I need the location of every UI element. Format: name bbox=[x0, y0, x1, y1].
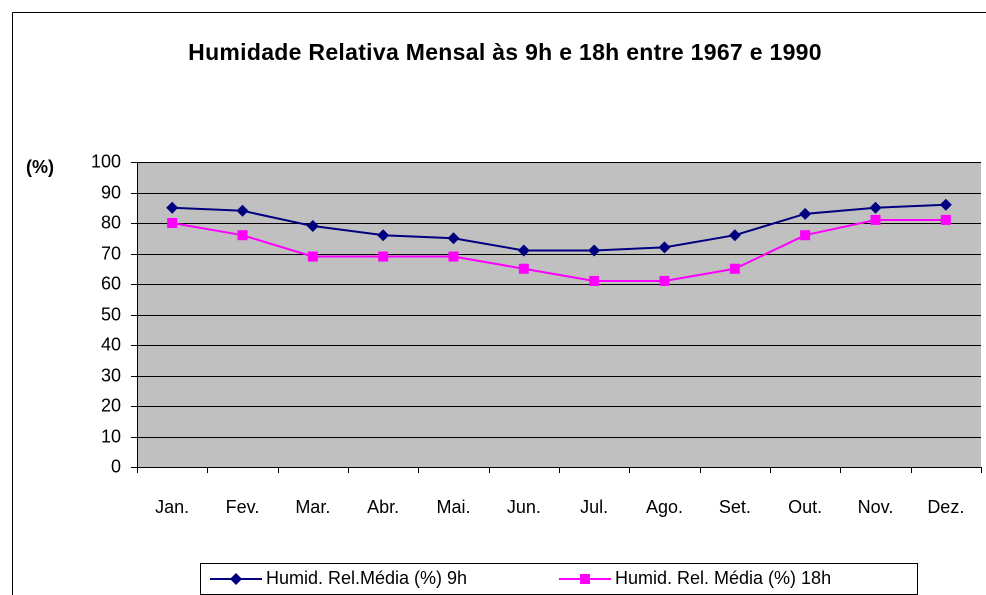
y-tick-label: 10 bbox=[101, 426, 121, 446]
marker bbox=[939, 198, 952, 211]
x-tick-label: Mar. bbox=[295, 497, 330, 517]
x-tick-label: Set. bbox=[719, 497, 751, 517]
y-tick-label: 70 bbox=[101, 243, 121, 263]
y-tick-label: 40 bbox=[101, 334, 121, 354]
y-tick-label: 20 bbox=[101, 395, 121, 415]
y-tick-label: 50 bbox=[101, 304, 121, 324]
marker bbox=[306, 220, 319, 233]
marker bbox=[167, 218, 178, 228]
marker bbox=[658, 241, 671, 254]
marker bbox=[237, 230, 248, 241]
y-tick-label: 30 bbox=[101, 365, 121, 385]
chart-title: Humidade Relativa Mensal às 9h e 18h ent… bbox=[188, 39, 822, 65]
marker bbox=[589, 275, 600, 286]
y-axis-label: (%) bbox=[26, 157, 54, 177]
x-tick-label: Abr. bbox=[367, 497, 399, 517]
marker bbox=[447, 232, 460, 245]
marker bbox=[377, 229, 390, 242]
marker bbox=[588, 244, 601, 257]
marker bbox=[659, 275, 670, 286]
y-tick-label: 60 bbox=[101, 273, 121, 293]
marker bbox=[378, 251, 389, 262]
legend-label: Humid. Rel.Média (%) 9h bbox=[266, 568, 467, 588]
x-tick-label: Dez. bbox=[927, 497, 964, 517]
marker bbox=[580, 574, 590, 584]
legend-label: Humid. Rel. Média (%) 18h bbox=[615, 568, 831, 588]
x-tick-label: Fev. bbox=[226, 497, 260, 517]
x-tick-label: Mai. bbox=[436, 497, 470, 517]
y-tick-label: 90 bbox=[101, 182, 121, 202]
marker bbox=[517, 244, 530, 257]
marker bbox=[307, 251, 318, 262]
marker bbox=[800, 230, 811, 241]
x-tick-label: Jul. bbox=[580, 497, 608, 517]
y-tick-label: 100 bbox=[91, 151, 121, 171]
y-tick-label: 80 bbox=[101, 212, 121, 232]
marker bbox=[728, 229, 741, 242]
series-line bbox=[172, 203, 946, 252]
marker bbox=[518, 263, 529, 274]
marker bbox=[869, 201, 882, 214]
x-tick-label: Jan. bbox=[155, 497, 189, 517]
series-line bbox=[171, 218, 946, 282]
x-tick-label: Out. bbox=[788, 497, 822, 517]
marker bbox=[799, 207, 812, 220]
marker bbox=[870, 214, 881, 225]
y-tick-label: 0 bbox=[111, 456, 121, 476]
marker bbox=[166, 201, 179, 214]
plot-area bbox=[137, 162, 981, 467]
marker bbox=[230, 573, 242, 585]
x-tick-label: Jun. bbox=[507, 497, 541, 517]
marker bbox=[236, 204, 249, 217]
marker bbox=[940, 214, 951, 225]
x-tick-label: Ago. bbox=[646, 497, 683, 517]
marker bbox=[448, 251, 459, 262]
x-tick-label: Nov. bbox=[858, 497, 894, 517]
marker bbox=[729, 263, 740, 274]
